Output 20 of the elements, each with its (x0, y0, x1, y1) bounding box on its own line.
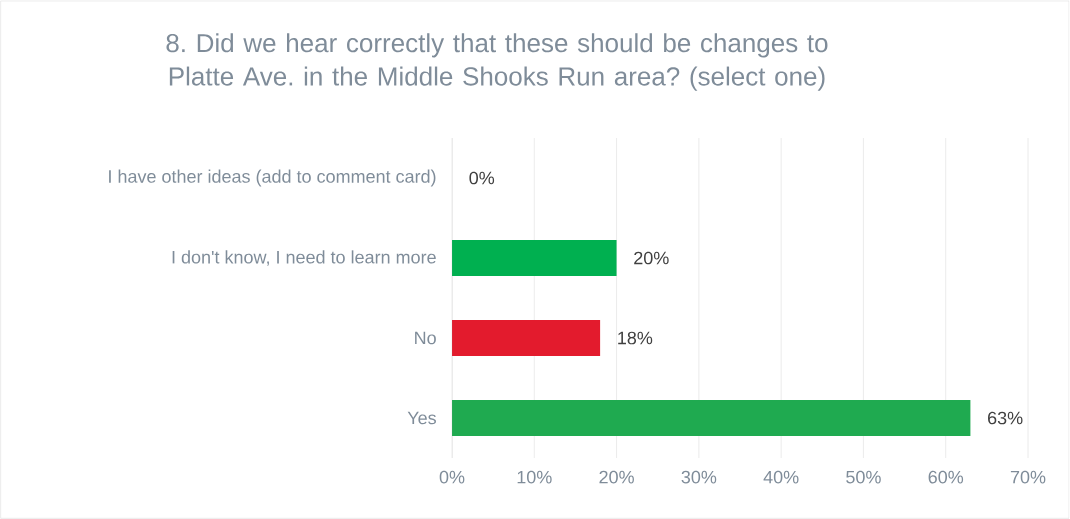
x-tick-label: 10% (517, 470, 552, 484)
chart-title: 8. Did we hear correctly that these should be changes to Platte Ave. in the Middle Shooks Run area? (select one) (166, 33, 828, 91)
y-tick-label: I have other ideas (add to comment card) (109, 169, 436, 187)
x-tick-label: 70% (1010, 470, 1046, 484)
data-label: 18% (618, 331, 653, 345)
y-tick-label: Yes (407, 411, 436, 425)
bar (452, 400, 971, 436)
bar (452, 240, 617, 277)
x-tick-label: 0% (439, 470, 465, 484)
data-label: 63% (988, 411, 1023, 425)
bar (452, 320, 601, 357)
x-tick-label: 20% (599, 470, 634, 484)
y-tick-label: No (415, 331, 436, 345)
y-tick-label: I don't know, I need to learn more (172, 250, 436, 266)
x-tick-label: 60% (928, 470, 964, 484)
data-label: 20% (634, 251, 669, 265)
x-tick-label: 40% (763, 470, 799, 484)
x-tick-label: 50% (846, 470, 881, 484)
data-label: 0% (469, 171, 495, 185)
x-tick-label: 30% (681, 470, 717, 484)
